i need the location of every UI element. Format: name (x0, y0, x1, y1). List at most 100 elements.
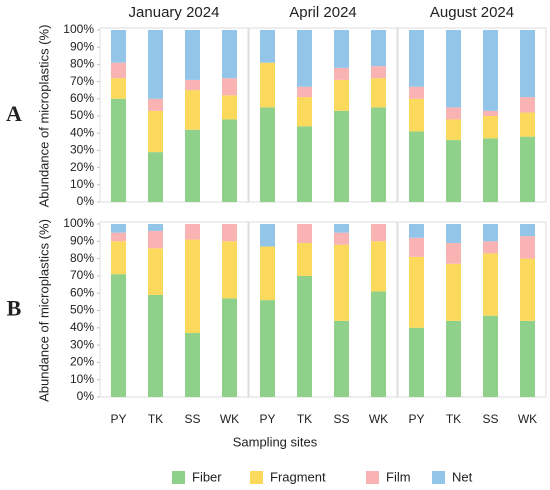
bar-segment (222, 119, 237, 202)
y-tick-label: 60% (70, 285, 94, 299)
bar-segment (111, 62, 126, 79)
x-tick-label: PY (408, 412, 424, 426)
panel-frame (99, 221, 249, 398)
bar-segment (222, 95, 237, 120)
bar-segment (409, 237, 424, 257)
column-title: April 2024 (289, 4, 357, 21)
bar-segment (334, 79, 349, 111)
y-tick-label: 90% (70, 39, 94, 53)
bar-segment (148, 30, 163, 99)
row-label: A (6, 101, 22, 126)
x-tick-label: SS (482, 412, 498, 426)
legend-swatch (366, 471, 379, 484)
y-tick-label: 0% (77, 389, 95, 403)
bar-segment (520, 320, 535, 397)
bar-segment (148, 224, 163, 231)
bar-segment (260, 107, 275, 202)
bar-segment (409, 327, 424, 397)
y-tick-label: 70% (70, 74, 94, 88)
bar-segment (222, 30, 237, 79)
column-title: August 2024 (430, 4, 514, 21)
x-tick-label: TK (148, 412, 163, 426)
y-axis-label: Abundance of microplastics (%) (36, 219, 51, 402)
bar-segment (483, 30, 498, 111)
bar-segment (260, 30, 275, 63)
panel-frame (397, 221, 547, 398)
bar-segment (446, 263, 461, 321)
bar-segment (409, 86, 424, 99)
bar-segment (520, 258, 535, 321)
bar-segment (483, 315, 498, 397)
legend-swatch (250, 471, 263, 484)
bar-segment (520, 136, 535, 202)
bar-segment (334, 320, 349, 397)
bar-segment (111, 30, 126, 63)
bar-segment (334, 244, 349, 321)
y-tick-label: 10% (70, 372, 94, 386)
bar-segment (446, 140, 461, 202)
legend-label: Net (452, 469, 473, 484)
bar-segment (446, 243, 461, 264)
bar-segment (260, 62, 275, 108)
legend-label: Fragment (270, 469, 326, 484)
bar-segment (483, 110, 498, 116)
bar-segment (111, 232, 126, 242)
y-tick-label: 50% (70, 108, 94, 122)
x-tick-label: PY (259, 412, 275, 426)
bar-segment (297, 224, 312, 244)
bar-segment (446, 30, 461, 108)
bar-segment (111, 98, 126, 202)
y-tick-label: 40% (70, 125, 94, 139)
bar-segment (371, 66, 386, 79)
bar-segment (111, 274, 126, 397)
panel-frame (99, 27, 249, 203)
bar-segment (185, 129, 200, 202)
y-tick-label: 90% (70, 233, 94, 247)
bar-segment (409, 30, 424, 87)
bar-segment (185, 224, 200, 240)
bar-segment (148, 294, 163, 397)
bar-segment (371, 78, 386, 108)
bar-segment (520, 97, 535, 113)
column-title: January 2024 (129, 4, 220, 21)
bar-segment (446, 320, 461, 397)
bar-segment (334, 232, 349, 245)
bar-segment (111, 224, 126, 233)
bar-segment (409, 256, 424, 328)
bar-segment (371, 224, 386, 242)
bar-segment (297, 86, 312, 98)
bar-segment (446, 119, 461, 141)
y-tick-label: 80% (70, 251, 94, 265)
y-tick-label: 10% (70, 177, 94, 191)
legend-swatch (172, 471, 185, 484)
bar-segment (185, 239, 200, 333)
bar-segment (483, 116, 498, 139)
panel-frame (397, 27, 547, 203)
bar-segment (334, 67, 349, 80)
bar-segment (260, 224, 275, 247)
x-axis-label: Sampling sites (233, 434, 318, 449)
bar-segment (409, 224, 424, 238)
y-tick-label: 70% (70, 268, 94, 282)
bar-segment (334, 224, 349, 233)
bar-segment (446, 224, 461, 244)
x-tick-label: TK (297, 412, 312, 426)
bar-segment (185, 90, 200, 130)
y-tick-label: 30% (70, 143, 94, 157)
bar-segment (148, 110, 163, 153)
panel-frame (248, 221, 398, 398)
bar-segment (297, 126, 312, 202)
y-tick-label: 60% (70, 91, 94, 105)
bar-segment (334, 30, 349, 68)
bar-segment (520, 30, 535, 98)
bar-segment (297, 97, 312, 127)
bar-segment (409, 98, 424, 132)
y-tick-label: 0% (77, 194, 95, 208)
bar-segment (334, 110, 349, 202)
panel-frame (248, 27, 398, 203)
bar-segment (185, 30, 200, 80)
bar-segment (148, 230, 163, 249)
bar-segment (371, 30, 386, 67)
bar-segment (222, 78, 237, 96)
